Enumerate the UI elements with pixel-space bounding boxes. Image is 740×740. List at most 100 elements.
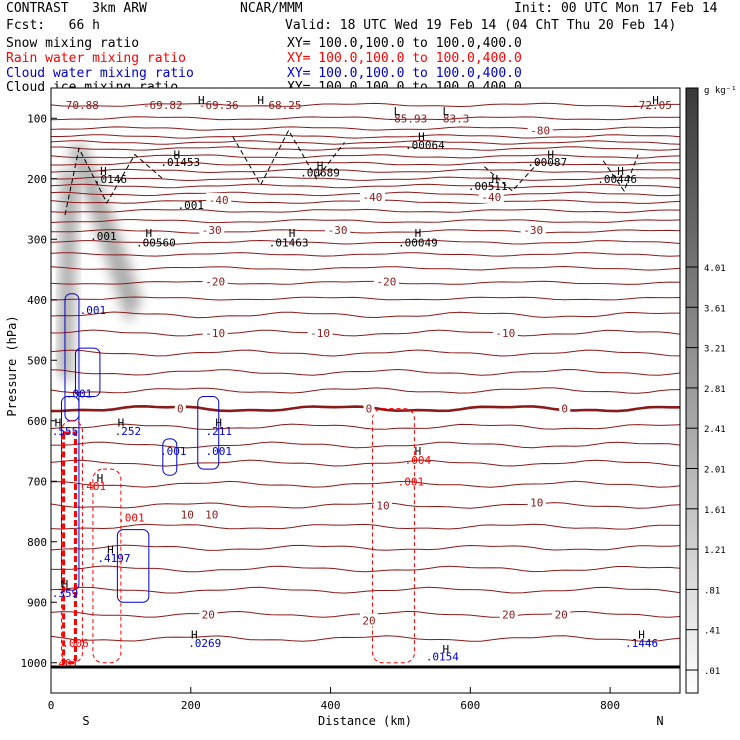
value-label: .0154 [426, 651, 459, 664]
temperature-line [50, 126, 681, 131]
cloud-water-contour [162, 438, 178, 476]
temperature-line [50, 635, 681, 643]
temperature-label: -20 [377, 276, 397, 289]
y-tick-label: 100 [27, 112, 47, 125]
legend-snow-xy: XY= 100.0,100.0 to 100.0,400.0 [287, 36, 522, 51]
value-label: -70.88 [59, 99, 99, 112]
rain-water-contours [60, 408, 415, 665]
temperature-label: -10 [205, 327, 225, 340]
temperature-label-bg [559, 401, 571, 415]
temperature-label: 10 [205, 509, 218, 522]
value-label: .00689 [300, 167, 340, 180]
temperature-label-bg [359, 189, 385, 203]
temperature-line [50, 229, 681, 234]
x-tick-label: 200 [181, 699, 201, 712]
cloud-ice-contour [232, 129, 345, 186]
temperature-label: 20 [502, 608, 515, 621]
value-label: -68.25 [262, 99, 302, 112]
cloud-water-contour [74, 347, 101, 398]
temperature-line [50, 239, 681, 245]
temperature-line [51, 565, 681, 573]
extremum-marker: H [289, 227, 296, 240]
colorbar-unit: g kg⁻¹ [704, 86, 737, 96]
temperature-line [51, 134, 681, 139]
extremum-marker: H [100, 165, 107, 178]
y-axis-label: Pressure (hPa) [5, 315, 19, 416]
extremum-marker: L [443, 105, 450, 118]
temperature-line [50, 502, 681, 509]
value-label: .555 [52, 425, 79, 438]
extremum-marker: H [215, 417, 222, 430]
legend-cloudwater-xy: XY= 100.0,100.0 to 100.0,400.0 [287, 66, 522, 81]
temperature-label-bg [206, 192, 232, 206]
temperature-label: 0 [177, 403, 184, 416]
temperature-label-bg [520, 223, 546, 237]
rain-water-core [62, 431, 77, 665]
y-tick-label: 600 [27, 415, 47, 428]
value-label: .001 [90, 230, 117, 243]
temperature-label-bg [527, 495, 546, 509]
y-tick-label: 500 [27, 354, 47, 367]
value-label: .1446 [625, 637, 658, 650]
temperature-line [50, 168, 681, 174]
legend-cloudwater-label: Cloud water mixing ratio [6, 66, 194, 81]
extremum-marker: H [97, 472, 104, 485]
temperature-label-bg [359, 613, 378, 627]
value-label: .211 [205, 425, 232, 438]
temperature-line [50, 349, 681, 357]
temperature-label: -30 [328, 224, 348, 237]
snow-mixing-shading [57, 142, 142, 385]
temperature-line [50, 176, 681, 182]
org-title: NCAR/MMM [240, 1, 303, 16]
y-tick-label: 200 [27, 173, 47, 186]
value-label: -72.05 [632, 99, 672, 112]
snow-plume-main [68, 142, 142, 324]
cloud-water-contour [197, 396, 220, 470]
colorbar-tick-label: 1.61 [704, 506, 726, 516]
snow-plume-column [57, 166, 79, 385]
rain-water-contour [92, 468, 122, 664]
extremum-marker: H [638, 628, 645, 641]
value-label: -69.36 [199, 99, 239, 112]
temperature-label-bg [325, 223, 351, 237]
value-label: .001 [118, 512, 145, 525]
extremum-marker: H [173, 149, 180, 162]
colorbar-tick-label: 2.01 [704, 466, 726, 476]
cloud-ice-contour [483, 160, 541, 192]
legend-snow-label: Snow mixing ratio [6, 36, 140, 51]
temperature-line [50, 219, 681, 224]
colorbar-tick-label: 3.61 [704, 304, 726, 314]
temperature-label: 0 [366, 403, 373, 416]
extremum-marker: H [415, 445, 422, 458]
extremum-marker: H [418, 130, 425, 143]
model-title: CONTRAST 3km ARW [6, 1, 147, 16]
extremum-marker: H [146, 227, 153, 240]
temperature-line [51, 146, 681, 151]
rain-water-contour [371, 408, 415, 664]
value-label: .001 [160, 445, 187, 458]
temperature-label-bg [307, 326, 333, 340]
value-label: .001 [66, 388, 93, 401]
cloud-ice-contours [64, 129, 639, 216]
extremum-marker: L [394, 105, 401, 118]
y-tick-label: 700 [27, 475, 47, 488]
colorbar-tick-label: 3.21 [704, 345, 726, 355]
extremum-marker: H [617, 165, 624, 178]
extremum-marker: H [55, 417, 62, 430]
temperature-contours [50, 102, 681, 643]
temperature-label-bg [373, 274, 399, 288]
value-label: .00560 [136, 236, 176, 249]
legend-rain-label: Rain water mixing ratio [6, 51, 187, 66]
x-tick-label: 0 [48, 699, 55, 712]
cloud-water-contour [116, 529, 150, 603]
temperature-label: 20 [362, 614, 375, 627]
plot-frame [50, 87, 681, 694]
temperature-line [51, 161, 681, 166]
y-tick-label: 1000 [21, 657, 48, 670]
colorbar-tick-label: .81 [704, 586, 720, 596]
colorbar-tick-label: 1.21 [704, 546, 726, 556]
temperature-line [50, 140, 681, 145]
legend-rain-xy: XY= 100.0,100.0 to 100.0,400.0 [287, 51, 522, 66]
value-label: .01463 [269, 236, 309, 249]
value-label: -69.82 [143, 99, 183, 112]
